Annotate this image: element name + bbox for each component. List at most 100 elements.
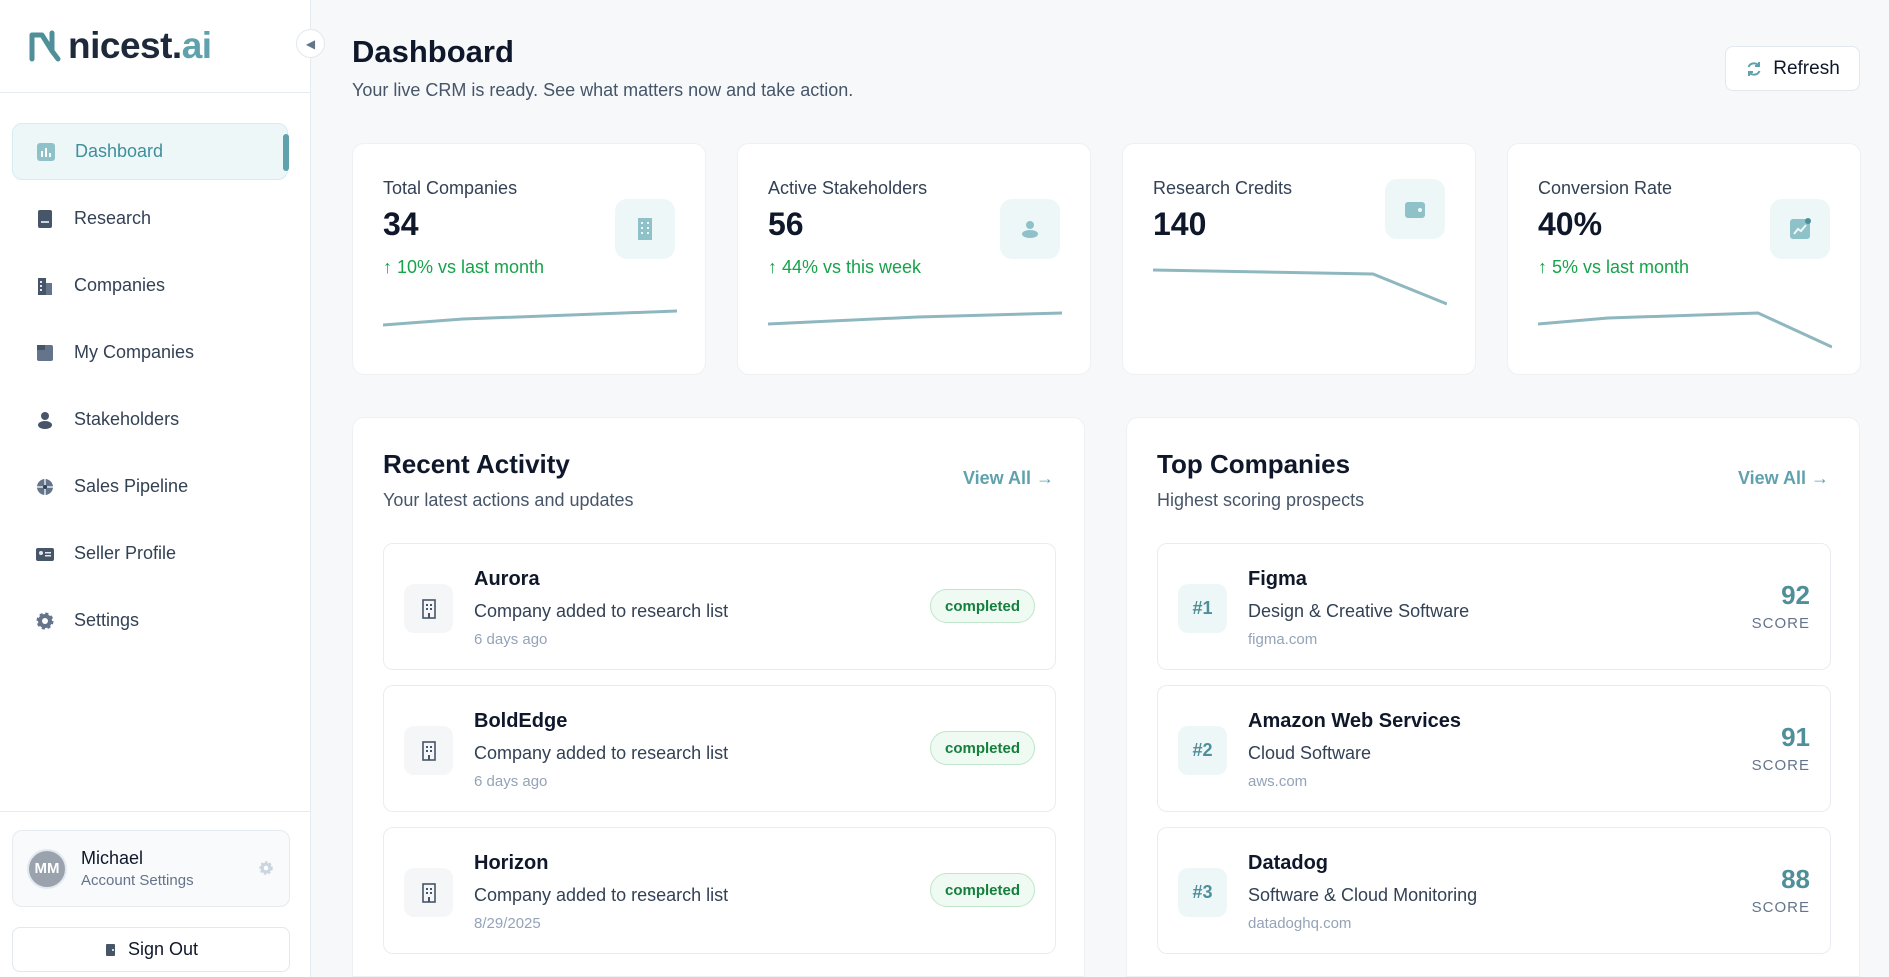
score-label: SCORE xyxy=(1751,899,1810,916)
sidebar-item-label: Stakeholders xyxy=(74,409,180,429)
activity-description: Company added to research list xyxy=(474,601,729,621)
logo-icon xyxy=(29,30,61,62)
sidebar-item-label: Sales Pipeline xyxy=(74,476,189,496)
status-badge: completed xyxy=(929,731,1035,765)
page-subtitle: Your live CRM is ready. See what matters… xyxy=(352,80,854,100)
company-domain: datadoghq.com xyxy=(1248,915,1352,932)
sidebar-nav: Dashboard Research Companies My Companie… xyxy=(0,93,310,649)
brand-logo[interactable]: nicest.ai xyxy=(0,0,310,93)
user-icon xyxy=(34,409,56,431)
sparkline xyxy=(1538,311,1832,349)
company-item[interactable]: #3 Datadog Software & Cloud Monitoring d… xyxy=(1157,827,1831,954)
door-icon xyxy=(105,943,115,956)
book-icon xyxy=(34,208,56,230)
building-icon xyxy=(34,275,56,297)
stat-card-conversion-rate: Conversion Rate 40% ↑ 5% vs last month xyxy=(1507,143,1861,375)
id-card-icon xyxy=(34,543,56,565)
view-all-companies-link[interactable]: View All → xyxy=(1737,468,1829,488)
target-icon xyxy=(34,476,56,498)
sidebar-item-label: Research xyxy=(74,208,152,228)
folder-icon xyxy=(34,342,56,364)
building-icon xyxy=(615,199,675,259)
company-score: 88 SCORE xyxy=(1752,864,1810,916)
sidebar-item-stakeholders[interactable]: Stakeholders xyxy=(12,391,288,448)
stat-delta: ↑ 10% vs last month xyxy=(383,257,545,277)
gear-icon xyxy=(34,610,56,632)
brand-name: nicest.ai xyxy=(68,25,212,66)
company-category: Design & Creative Software xyxy=(1248,601,1470,621)
rank-badge: #2 xyxy=(1178,726,1227,775)
company-category: Software & Cloud Monitoring xyxy=(1248,885,1478,905)
activity-item[interactable]: Horizon Company added to research list 8… xyxy=(383,827,1056,954)
score-label: SCORE xyxy=(1751,757,1810,774)
score-value: 91 xyxy=(1781,722,1810,752)
chevron-left-icon: ◀ xyxy=(305,36,316,51)
activity-description: Company added to research list xyxy=(474,743,729,763)
refresh-button[interactable]: Refresh xyxy=(1725,46,1860,91)
avatar: MM xyxy=(27,848,67,889)
building-icon xyxy=(404,868,453,917)
sidebar-item-dashboard[interactable]: Dashboard xyxy=(12,123,289,180)
collapse-sidebar-button[interactable]: ◀ xyxy=(296,29,325,58)
top-companies-panel: Top Companies Highest scoring prospects … xyxy=(1126,417,1860,977)
recent-activity-panel: Recent Activity Your latest actions and … xyxy=(352,417,1085,977)
company-item[interactable]: #1 Figma Design & Creative Software figm… xyxy=(1157,543,1831,670)
stat-label: Research Credits xyxy=(1153,178,1293,198)
company-name: Figma xyxy=(1248,568,1307,590)
activity-title: Horizon xyxy=(474,852,549,874)
sidebar-item-research[interactable]: Research xyxy=(12,190,288,247)
company-score: 91 SCORE xyxy=(1752,722,1810,774)
panel-subtitle: Your latest actions and updates xyxy=(383,490,634,510)
refresh-icon xyxy=(1747,61,1761,76)
sparkline xyxy=(383,309,677,327)
view-all-activity-link[interactable]: View All → xyxy=(962,468,1054,488)
status-badge: completed xyxy=(929,589,1035,623)
trend-icon xyxy=(1770,199,1830,259)
company-item[interactable]: #2 Amazon Web Services Cloud Software aw… xyxy=(1157,685,1831,812)
company-name: Amazon Web Services xyxy=(1248,710,1462,732)
activity-title: BoldEdge xyxy=(474,710,568,732)
sidebar-item-sales-pipeline[interactable]: Sales Pipeline xyxy=(12,458,288,515)
stat-label: Conversion Rate xyxy=(1538,178,1673,198)
users-icon xyxy=(1000,199,1060,259)
sidebar-item-companies[interactable]: Companies xyxy=(12,257,288,314)
sparkline xyxy=(1153,268,1447,306)
stat-label: Total Companies xyxy=(383,178,518,198)
company-domain: aws.com xyxy=(1248,773,1308,790)
user-name: Michael xyxy=(81,848,144,868)
sidebar-item-settings[interactable]: Settings xyxy=(12,592,288,649)
stat-label: Active Stakeholders xyxy=(768,178,928,198)
activity-item[interactable]: BoldEdge Company added to research list … xyxy=(383,685,1056,812)
panel-subtitle: Highest scoring prospects xyxy=(1157,490,1365,510)
sparkline xyxy=(768,311,1062,326)
stat-value: 34 xyxy=(383,206,419,242)
sidebar: nicest.ai Dashboard Research Companies M… xyxy=(0,0,311,977)
stat-value: 140 xyxy=(1153,206,1207,242)
account-card[interactable]: MM Michael Account Settings xyxy=(12,830,290,907)
sidebar-item-label: My Companies xyxy=(74,342,195,362)
sidebar-item-seller-profile[interactable]: Seller Profile xyxy=(12,525,288,582)
company-score: 92 SCORE xyxy=(1752,580,1810,632)
sidebar-item-label: Companies xyxy=(74,275,166,295)
sidebar-item-my-companies[interactable]: My Companies xyxy=(12,324,288,381)
gear-icon[interactable] xyxy=(257,859,275,877)
account-settings-link[interactable]: Account Settings xyxy=(81,872,194,889)
status-badge: completed xyxy=(929,873,1035,907)
activity-description: Company added to research list xyxy=(474,885,729,905)
main-content: Dashboard Your live CRM is ready. See wh… xyxy=(311,0,1889,977)
wallet-icon xyxy=(1385,179,1445,239)
activity-time: 6 days ago xyxy=(474,773,548,790)
score-label: SCORE xyxy=(1751,615,1810,632)
stat-card-total-companies: Total Companies 34 ↑ 10% vs last month xyxy=(352,143,706,375)
sidebar-item-label: Settings xyxy=(74,610,140,630)
company-domain: figma.com xyxy=(1248,631,1318,648)
activity-item[interactable]: Aurora Company added to research list 6 … xyxy=(383,543,1056,670)
sign-out-button[interactable]: Sign Out xyxy=(12,927,290,972)
building-icon xyxy=(404,726,453,775)
panel-title: Top Companies xyxy=(1157,449,1351,479)
stat-value: 56 xyxy=(768,206,804,242)
stat-card-active-stakeholders: Active Stakeholders 56 ↑ 44% vs this wee… xyxy=(737,143,1091,375)
activity-time: 8/29/2025 xyxy=(474,915,541,932)
page-title: Dashboard xyxy=(352,34,514,69)
sidebar-footer: MM Michael Account Settings Sign Out xyxy=(0,811,311,977)
